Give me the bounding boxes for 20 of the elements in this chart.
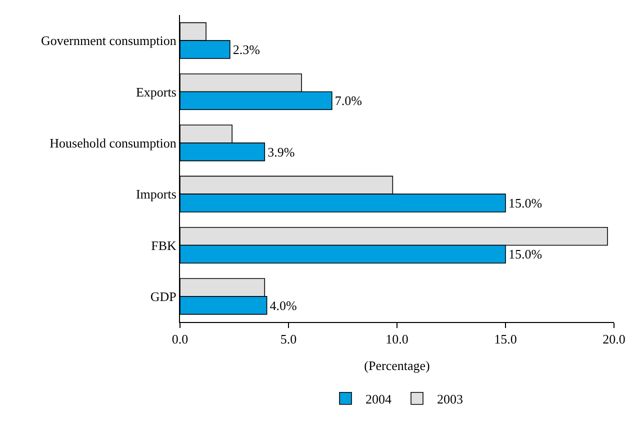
y-tick-label: Imports: [136, 186, 176, 202]
x-tick-label: 10.0: [386, 332, 408, 347]
data-label: 15.0%: [508, 246, 542, 262]
data-label: 4.0%: [270, 298, 298, 313]
data-label: 7.0%: [334, 93, 362, 108]
y-tick-label: GDP: [150, 288, 176, 304]
y-tick-label: Government consumption: [40, 33, 177, 48]
data-label: 15.0%: [508, 196, 542, 211]
y-tick-label: Household consumption: [50, 135, 177, 150]
x-tick-label: 5.0: [280, 332, 297, 347]
data-label: 2.3%: [232, 42, 260, 58]
x-tick-label: 20.0: [602, 332, 626, 347]
y-tick-label: FBK: [151, 238, 178, 253]
y-tick-label: Exports: [136, 84, 176, 100]
x-axis-title: (Percentage): [364, 358, 430, 374]
legend-label: 2004: [366, 391, 392, 406]
legend-label: 2003: [437, 391, 463, 406]
x-tick-label: 0.0: [172, 332, 188, 347]
x-tick-label: 15.0: [494, 332, 517, 347]
data-label: 3.9%: [268, 144, 295, 160]
